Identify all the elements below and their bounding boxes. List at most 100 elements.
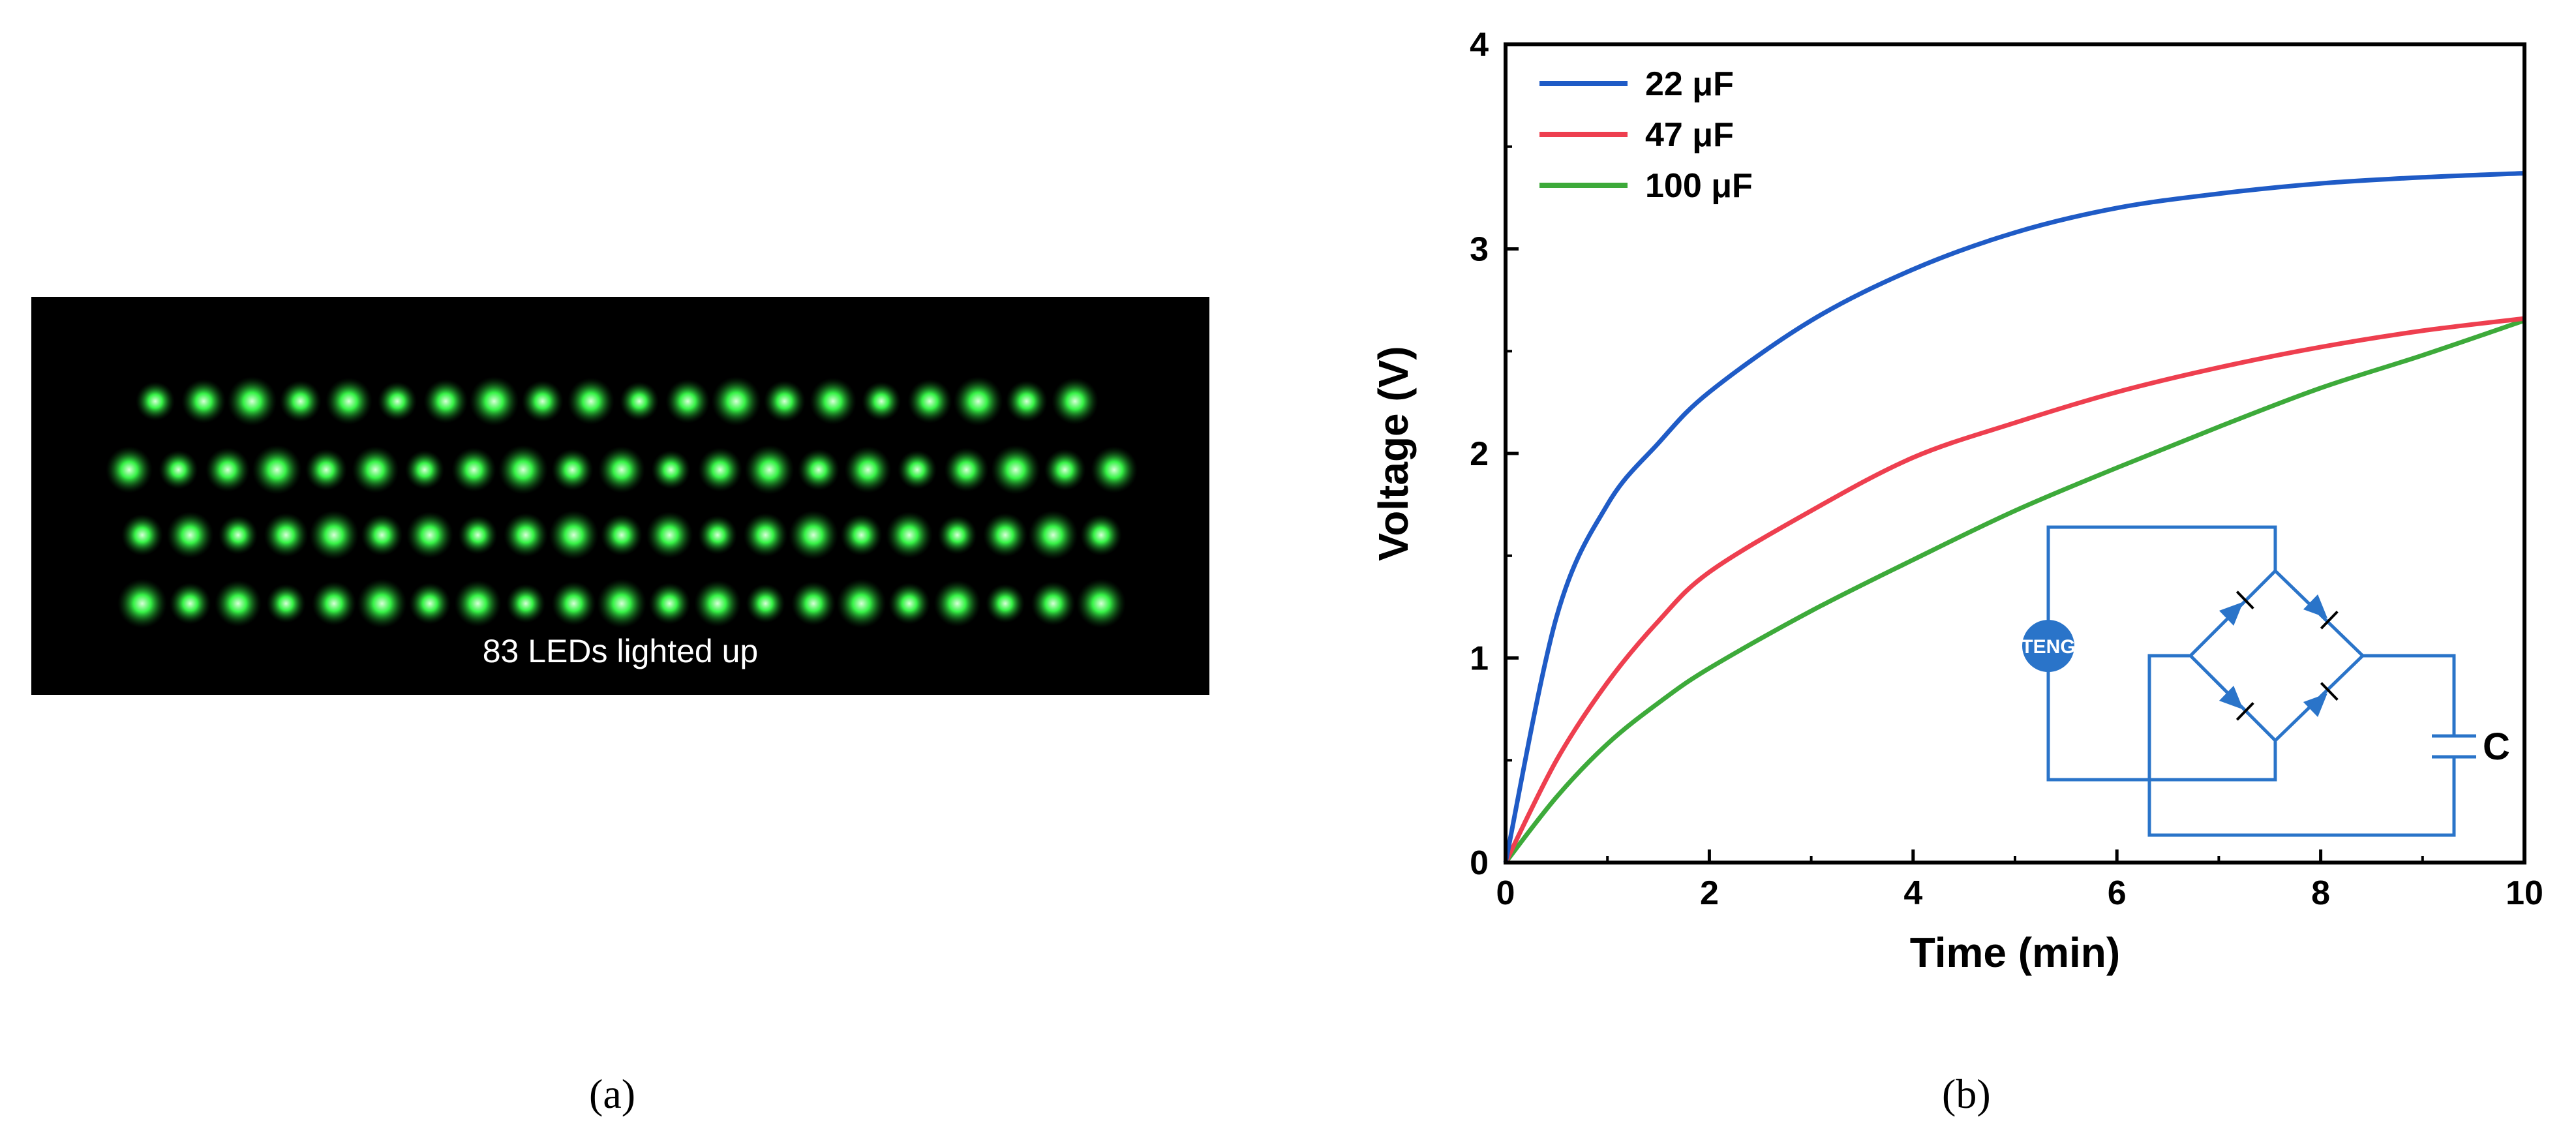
led-light xyxy=(406,512,453,558)
led-light xyxy=(665,379,710,423)
led-light xyxy=(944,448,989,492)
led-light xyxy=(743,513,788,557)
led-light xyxy=(205,448,250,492)
led-light xyxy=(888,583,930,624)
led-light xyxy=(1044,449,1086,491)
led-light xyxy=(181,379,226,423)
led-light xyxy=(567,378,614,425)
y-tick-label: 4 xyxy=(1470,26,1489,64)
led-light xyxy=(121,514,163,556)
x-tick-label: 8 xyxy=(2311,874,2330,912)
led-light xyxy=(361,514,403,556)
led-light xyxy=(469,376,519,426)
led-light xyxy=(266,584,306,623)
led-light xyxy=(312,581,356,626)
led-light xyxy=(117,579,167,628)
legend: 22 μF 47 μF 100 μF xyxy=(1539,65,1753,205)
led-light xyxy=(551,581,596,626)
led-light xyxy=(423,379,468,423)
led-light xyxy=(521,380,564,422)
led-light xyxy=(933,580,981,627)
led-light xyxy=(789,510,838,560)
led-light xyxy=(746,584,785,623)
circuit-wire xyxy=(2188,570,2365,743)
y-axis-title: Voltage (V) xyxy=(1370,346,1417,561)
x-tick-label: 4 xyxy=(1903,874,1922,912)
legend-label: 22 μF xyxy=(1645,65,1734,103)
led-light xyxy=(862,382,902,421)
series-lines xyxy=(1503,171,2526,864)
x-tick-label: 2 xyxy=(1700,874,1719,912)
diode-icon xyxy=(2303,682,2339,718)
led-light xyxy=(597,579,646,628)
capacitor-label: C xyxy=(2483,726,2510,768)
led-light xyxy=(504,513,548,557)
led-light xyxy=(898,450,937,489)
led-light xyxy=(264,513,309,557)
led-light xyxy=(953,376,1003,426)
led-light xyxy=(227,376,277,426)
led-light xyxy=(409,583,451,624)
x-tick-label: 10 xyxy=(2506,874,2543,912)
led-light xyxy=(1076,579,1126,628)
led-light xyxy=(791,581,836,626)
led-light xyxy=(907,379,952,423)
x-axis-title: Time (min) xyxy=(1910,929,2120,976)
led-light xyxy=(169,583,211,624)
led-array xyxy=(106,376,1138,628)
led-light xyxy=(1031,581,1076,626)
led-light xyxy=(357,579,407,628)
led-light xyxy=(601,514,643,556)
led-light xyxy=(136,382,175,421)
led-light xyxy=(106,446,153,493)
series-line xyxy=(1504,318,2526,864)
led-light xyxy=(551,449,594,491)
led-light xyxy=(798,449,840,491)
circuit-wire xyxy=(2046,525,2277,621)
photo-caption: 83 LEDs lighted up xyxy=(482,633,759,669)
led-light xyxy=(844,446,892,493)
led-light xyxy=(549,510,599,560)
y-tick-label: 3 xyxy=(1470,231,1489,269)
y-tick-label: 0 xyxy=(1470,844,1489,882)
led-photo: 83 LEDs lighted up xyxy=(31,297,1209,695)
led-light xyxy=(378,382,417,421)
led-light xyxy=(166,512,214,558)
panel-label-a: (a) xyxy=(589,1071,636,1117)
x-tick-label: 0 xyxy=(1496,874,1515,912)
teng-label: TENG xyxy=(2021,636,2075,658)
led-light xyxy=(1091,446,1138,493)
led-light xyxy=(159,450,198,489)
led-light xyxy=(763,380,806,422)
led-light xyxy=(886,512,933,558)
series-line xyxy=(1503,316,2525,864)
led-light xyxy=(506,584,545,623)
led-light xyxy=(252,445,302,495)
led-light xyxy=(937,515,977,555)
led-light xyxy=(1080,514,1122,556)
led-light xyxy=(498,445,548,495)
led-light xyxy=(405,450,444,489)
y-tick-label: 1 xyxy=(1470,640,1489,678)
led-light xyxy=(458,515,498,555)
led-light xyxy=(646,512,693,558)
led-light xyxy=(698,448,742,492)
y-tick-label: 2 xyxy=(1470,435,1489,473)
led-light xyxy=(651,450,691,489)
x-tick-label: 6 xyxy=(2108,874,2127,912)
diode-icon xyxy=(2219,590,2254,626)
legend-label: 100 μF xyxy=(1645,167,1753,205)
led-light xyxy=(983,513,1027,557)
led-light xyxy=(598,446,645,493)
led-light xyxy=(711,376,761,426)
axis-ticks: 0 2 4 6 8 10 0 1 2 3 4 xyxy=(1470,26,2543,912)
led-light xyxy=(744,445,795,495)
led-light xyxy=(279,380,322,422)
circuit-wire xyxy=(2147,654,2456,837)
diode-icon xyxy=(2219,685,2254,721)
circuit-wire xyxy=(2046,671,2277,782)
circuit-wire xyxy=(2363,654,2456,736)
led-light xyxy=(836,579,886,628)
series-line xyxy=(1503,171,2525,863)
